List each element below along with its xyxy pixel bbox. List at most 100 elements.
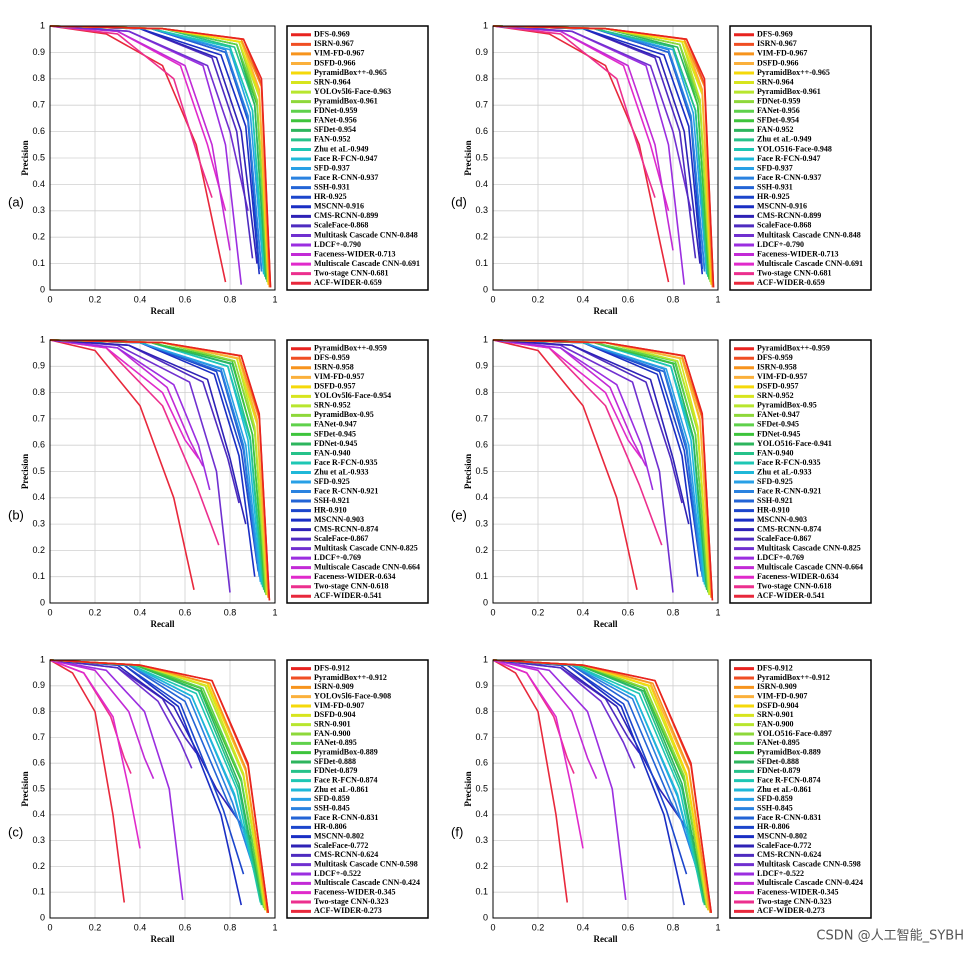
legend-label: LDCF+-0.790	[314, 240, 361, 249]
y-tick-label: 0	[40, 597, 45, 607]
pr-curve	[49, 659, 126, 903]
y-tick-label: 0.5	[32, 466, 45, 476]
pr-curve	[492, 659, 575, 774]
legend-label: SRN-0.952	[757, 391, 794, 400]
legend-label: Face R-FCN-0.935	[757, 458, 821, 467]
legend-label: FAN-0.900	[314, 729, 351, 738]
y-tick-label: 0.4	[475, 492, 488, 502]
legend-label: DSFD-0.904	[314, 710, 356, 719]
x-tick-label: 0.2	[532, 294, 545, 304]
y-tick-label: 1	[40, 20, 45, 30]
legend-label: FANet-0.956	[314, 116, 357, 125]
y-tick-label: 0.8	[32, 706, 45, 716]
legend-label: DSFD-0.966	[757, 58, 799, 67]
legend-label: SRN-0.952	[314, 401, 351, 410]
panel-label: (b)	[8, 508, 24, 523]
y-tick-label: 0.8	[475, 387, 488, 397]
legend-label: SFDet-0.945	[757, 420, 799, 429]
legend-label: ScaleFace-0.772	[757, 841, 811, 850]
pr-curve	[492, 25, 710, 280]
legend-label: ACF-WIDER-0.659	[314, 278, 382, 287]
legend-label: Faceness-WIDER-0.634	[314, 572, 396, 581]
legend-label: YOLOv5l6-Face-0.963	[314, 87, 391, 96]
legend-label: ACF-WIDER-0.659	[757, 278, 825, 287]
legend-label: HR-0.925	[757, 192, 790, 201]
legend-label: PyramidBox++-0.912	[314, 673, 387, 682]
legend-label: SSH-0.845	[757, 803, 793, 812]
pr-curve	[49, 659, 265, 908]
legend-label: ACF-WIDER-0.541	[757, 591, 825, 600]
legend-label: ISRN-0.958	[757, 363, 797, 372]
legend-label: FANet-0.947	[314, 420, 357, 429]
x-axis-label: Recall	[151, 306, 175, 316]
legend-label: FANet-0.956	[757, 106, 800, 115]
legend-label: LDCF+-0.769	[757, 553, 804, 562]
legend-label: DFS-0.969	[757, 30, 793, 39]
y-tick-label: 0.5	[475, 466, 488, 476]
x-tick-label: 0.2	[532, 607, 545, 617]
legend-label: Face R-CNN-0.831	[757, 813, 821, 822]
legend-label: Multiscale Cascade CNN-0.424	[314, 878, 420, 887]
y-tick-label: 0	[40, 912, 45, 922]
legend-label: PyramidBox++-0.959	[757, 344, 830, 353]
x-tick-label: 0.6	[622, 294, 635, 304]
x-axis-label: Recall	[594, 934, 618, 944]
x-tick-label: 0.4	[577, 294, 590, 304]
y-tick-label: 0.6	[475, 126, 488, 136]
pr-curve	[49, 25, 261, 269]
legend-label: Face R-CNN-0.921	[757, 486, 821, 495]
pr-curve	[49, 659, 155, 779]
legend-label: PyramidBox++-0.959	[314, 344, 387, 353]
y-tick-label: 0.2	[32, 232, 45, 242]
legend-label: SFDet-0.888	[757, 757, 799, 766]
x-tick-label: 0	[47, 294, 52, 304]
y-tick-label: 0.1	[32, 571, 45, 581]
pr-curve	[49, 659, 141, 849]
y-tick-label: 0.9	[32, 361, 45, 371]
y-tick-label: 1	[483, 334, 488, 344]
legend-label: ScaleFace-0.868	[757, 221, 811, 230]
y-tick-label: 0.3	[475, 835, 488, 845]
y-tick-label: 0.3	[32, 518, 45, 528]
legend-label: SSH-0.931	[314, 182, 350, 191]
legend-label: SFD-0.937	[757, 163, 793, 172]
y-tick-label: 0.7	[32, 732, 45, 742]
legend-label: SFD-0.859	[757, 794, 793, 803]
legend-label: DSFD-0.966	[314, 58, 356, 67]
legend-label: ISRN-0.909	[757, 682, 797, 691]
pr-curve	[49, 25, 227, 283]
legend-label: PyramidBox++-0.965	[757, 68, 830, 77]
y-tick-label: 1	[483, 654, 488, 664]
pr-curve	[492, 659, 708, 908]
legend-label: SFDet-0.954	[314, 125, 356, 134]
x-tick-label: 0.2	[532, 922, 545, 932]
legend-label: CMS-RCNN-0.874	[757, 524, 821, 533]
legend-label: Multiscale Cascade CNN-0.664	[314, 563, 420, 572]
y-tick-label: 0	[40, 284, 45, 294]
x-tick-label: 1	[715, 607, 720, 617]
x-tick-label: 0.4	[134, 922, 147, 932]
legend-label: SFD-0.925	[314, 477, 350, 486]
legend-label: ACF-WIDER-0.273	[314, 906, 382, 915]
legend-label: Zhu et aL-0.933	[314, 467, 368, 476]
y-tick-label: 0.4	[32, 492, 45, 502]
legend-label: FDNet-0.959	[314, 106, 357, 115]
legend-label: FAN-0.940	[314, 448, 351, 457]
y-tick-label: 0.4	[32, 809, 45, 819]
y-tick-label: 0.3	[475, 518, 488, 528]
panel-label: (f)	[451, 824, 463, 839]
legend-label: SSH-0.845	[314, 803, 350, 812]
pr-curve	[492, 25, 670, 283]
legend-label: Multiscale Cascade CNN-0.424	[757, 878, 863, 887]
legend-label: Face R-CNN-0.921	[314, 486, 378, 495]
legend-label: Multitask Cascade CNN-0.825	[757, 543, 861, 552]
pr-curve	[492, 25, 715, 288]
y-tick-label: 0.9	[32, 680, 45, 690]
pr-curve	[492, 339, 713, 598]
x-axis-label: Recall	[594, 306, 618, 316]
legend-label: DFS-0.959	[757, 353, 793, 362]
pr-curve	[49, 659, 265, 908]
y-tick-label: 0.7	[32, 413, 45, 423]
legend-label: Face R-CNN-0.831	[314, 813, 378, 822]
legend-label: Face R-FCN-0.935	[314, 458, 378, 467]
